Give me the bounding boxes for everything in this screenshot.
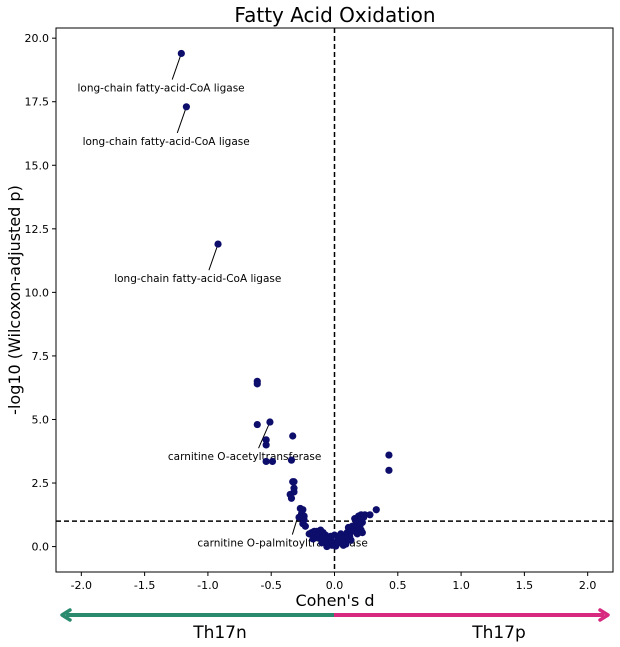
x-tick-label: 1.0 — [452, 579, 470, 592]
data-point — [287, 494, 296, 502]
x-tick-label: -2.0 — [71, 579, 92, 592]
y-tick-label: 12.5 — [25, 223, 50, 236]
data-point — [347, 536, 355, 544]
y-tick-label: 15.0 — [25, 159, 50, 172]
x-tick-label: 2.0 — [579, 579, 597, 592]
data-point — [262, 457, 270, 466]
data-point — [318, 539, 326, 547]
data-point — [262, 436, 270, 444]
y-axis-title: -log10 (Wilcoxon-adjusted p) — [5, 185, 24, 415]
data-point — [385, 466, 393, 474]
annotation-leader-line — [176, 106, 187, 134]
data-point — [268, 457, 277, 466]
data-point — [253, 420, 261, 429]
data-point — [353, 530, 361, 538]
y-tick-label: 2.5 — [32, 477, 50, 490]
x-tick-label: -1.0 — [197, 579, 218, 592]
data-point — [366, 511, 374, 519]
data-point — [316, 526, 325, 534]
data-points — [177, 49, 393, 551]
y-axis-ticks: 0.0 2.5 5.0 7.5 10.0 12.5 15.0 17.5 20.0 — [25, 32, 56, 554]
x-tick-label: 0.0 — [326, 579, 344, 592]
data-point — [301, 522, 309, 530]
annotation-label: long-chain fatty-acid-CoA ligase — [78, 83, 245, 95]
y-tick-label: 5.0 — [32, 413, 50, 426]
data-point — [330, 531, 339, 539]
data-point — [372, 506, 380, 514]
x-axis-title: Cohen's d — [295, 591, 374, 610]
y-tick-label: 0.0 — [32, 541, 50, 554]
data-point — [309, 535, 317, 543]
group-direction-arrows — [60, 608, 610, 622]
x-tick-label: 1.5 — [516, 579, 534, 592]
data-point — [262, 441, 270, 449]
data-point — [182, 103, 190, 111]
annotation-leader-line — [258, 421, 271, 449]
data-point — [290, 478, 298, 486]
data-point — [342, 540, 350, 548]
group-right-label: Th17p — [471, 623, 526, 643]
data-point — [289, 432, 297, 440]
data-point — [214, 240, 222, 248]
data-point — [305, 530, 313, 538]
y-tick-label: 20.0 — [25, 32, 50, 45]
y-tick-label: 17.5 — [25, 96, 50, 109]
y-tick-label: 7.5 — [32, 350, 50, 363]
x-axis-ticks: -2.0 -1.5 -1.0 -0.5 0.0 0.5 1.0 1.5 2.0 — [71, 572, 597, 592]
y-tick-label: 10.0 — [25, 286, 50, 299]
annotation-label: carnitine O-acetyltransferase — [168, 451, 322, 463]
data-point — [287, 456, 296, 464]
data-point — [323, 542, 331, 551]
x-tick-label: -1.5 — [134, 579, 155, 592]
chart-title: Fatty Acid Oxidation — [234, 3, 435, 27]
data-point — [177, 49, 185, 58]
annotation-label: long-chain fatty-acid-CoA ligase — [114, 273, 281, 285]
x-tick-label: -0.5 — [260, 579, 281, 592]
annotation-label: long-chain fatty-acid-CoA ligase — [83, 136, 250, 148]
x-tick-label: 0.5 — [389, 579, 407, 592]
reference-lines — [56, 28, 613, 572]
point-annotations: long-chain fatty-acid-CoA ligase long-cha… — [78, 53, 368, 550]
data-point — [266, 418, 274, 426]
data-point — [385, 451, 393, 459]
data-point — [337, 530, 345, 538]
annotation-leader-line — [208, 243, 219, 271]
arrow-left-head — [60, 608, 72, 622]
group-left-label: Th17n — [192, 623, 247, 643]
arrow-right-head — [598, 608, 610, 622]
data-point — [253, 380, 261, 388]
annotation-leader-line — [171, 53, 182, 80]
